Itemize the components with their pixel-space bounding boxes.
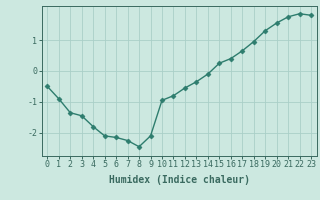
X-axis label: Humidex (Indice chaleur): Humidex (Indice chaleur) (109, 175, 250, 185)
